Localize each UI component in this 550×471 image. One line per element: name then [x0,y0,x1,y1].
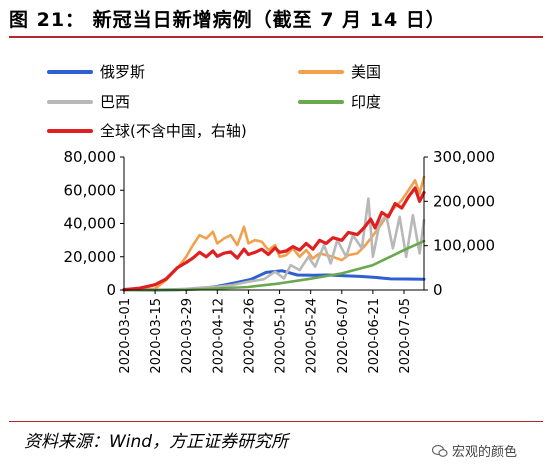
x-tick-label: 2020-04-12 [211,298,226,374]
x-tick-label: 2020-06-07 [336,298,351,374]
x-tick-label: 2020-07-05 [398,298,413,374]
series-line [122,239,426,292]
chat-bubble-icon [432,444,448,457]
title-rule [9,36,543,38]
series-line [122,197,426,292]
x-tick-label: 2020-06-21 [367,298,382,374]
legend-label: 美国 [351,63,381,81]
x-tick-label: 2020-04-26 [242,298,257,374]
watermark-text: 宏观的颜色 [452,445,518,460]
y-left-tick-label: 80,000 [64,148,117,166]
source-rule [9,421,543,422]
legend-label: 全球(不含中国，右轴) [100,122,247,140]
y-right-tick-label: 300,000 [433,148,495,166]
x-tick-label: 2020-03-29 [180,298,195,374]
y-left-tick-label: 40,000 [64,215,117,233]
y-left-tick-label: 20,000 [64,248,117,266]
chart-axes: 0 20,000 40,000 60,000 80,000 0 100,000 200,000… [64,148,496,374]
legend-label: 巴西 [100,93,130,111]
y-right-tick-label: 200,000 [433,192,495,210]
y-left-tick-label: 60,000 [64,181,117,199]
series-line [122,186,426,292]
y-right-tick-label: 100,000 [433,237,495,255]
legend-label: 印度 [351,93,381,111]
legend-label: 俄罗斯 [100,63,145,81]
x-tick-label: 2020-05-24 [305,298,320,374]
watermark: 宏观的颜色 [432,441,517,460]
y-left-tick-label: 0 [106,281,116,299]
figure-title: 图 21： 新冠当日新增病例（截至 7 月 14 日） [9,9,446,31]
series-line [122,175,426,292]
x-tick-label: 2020-05-10 [274,298,289,374]
y-right-tick-label: 0 [433,281,443,299]
x-tick-label: 2020-03-15 [149,298,164,374]
x-tick-label: 2020-03-01 [118,298,133,374]
chart-series [122,175,426,292]
source-note: 资料来源：Wind，方正证券研究所 [24,432,289,452]
